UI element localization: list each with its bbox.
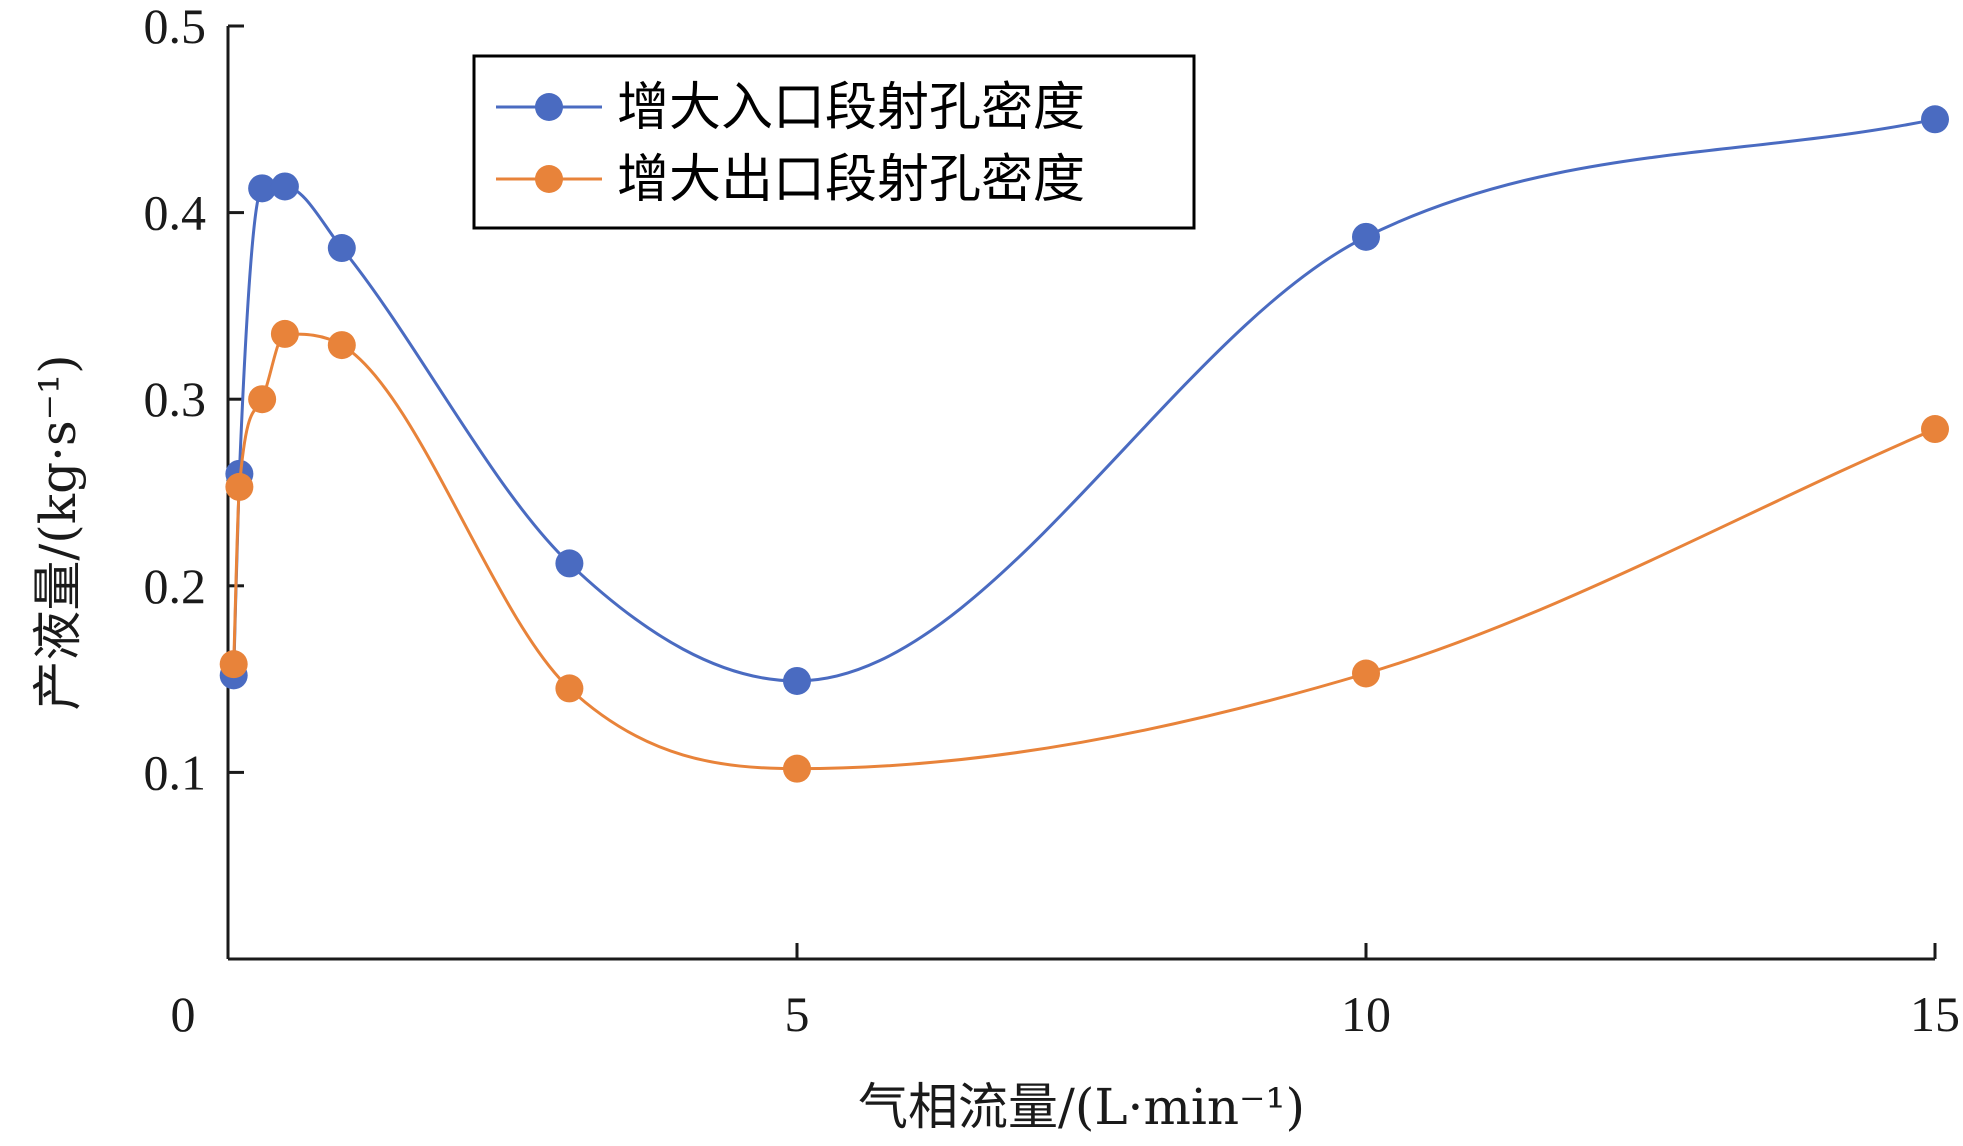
data-point [248, 174, 277, 203]
y-axis-title: 产液量/(kg·s⁻¹) [29, 354, 87, 710]
data-point [1352, 659, 1380, 688]
axes: 0.1 0.2 0.3 0.4 0.5 0 5 10 15 [144, 0, 1961, 1042]
data-point [783, 666, 811, 695]
data-point [327, 331, 356, 360]
data-point [248, 385, 277, 414]
legend-box [472, 54, 1196, 230]
x-tick-label: 5 [785, 986, 810, 1042]
y-tick-label: 0.5 [144, 0, 207, 54]
x-ticks: 0 5 10 15 [171, 943, 1960, 1042]
y-tick-label: 0.3 [144, 371, 207, 427]
x-tick-label: 15 [1910, 986, 1960, 1042]
legend-label: 增大入口段射孔密度 [617, 78, 1085, 138]
legend-entry-inlet: 增大入口段射孔密度 [496, 78, 1085, 138]
series-1 [219, 319, 1949, 783]
x-axis-title: 气相流量/(L·min⁻¹) [858, 1078, 1305, 1136]
data-point [327, 234, 356, 263]
data-point [225, 472, 254, 501]
y-tick-label: 0.1 [144, 744, 207, 800]
data-point [270, 319, 299, 348]
x-tick-label: 10 [1341, 986, 1391, 1042]
data-point [1921, 105, 1949, 134]
legend-swatch-marker [535, 165, 563, 193]
data-point [270, 172, 299, 201]
series-layer [219, 105, 1949, 783]
legend-entry-outlet: 增大出口段射孔密度 [496, 150, 1085, 210]
data-point [219, 650, 248, 679]
data-point [555, 549, 584, 578]
data-point [555, 674, 584, 703]
legend-swatch-marker [535, 93, 563, 121]
y-ticks: 0.1 0.2 0.3 0.4 0.5 [144, 0, 244, 800]
series-line [232, 332, 1936, 771]
x-tick-label: 0 [171, 986, 196, 1042]
legend: 增大入口段射孔密度 增大出口段射孔密度 [472, 54, 1196, 230]
data-point [1921, 415, 1949, 444]
y-tick-label: 0.4 [144, 185, 207, 241]
legend-label: 增大出口段射孔密度 [617, 150, 1085, 210]
y-tick-label: 0.2 [144, 558, 207, 614]
data-point [783, 754, 811, 783]
data-point [1352, 222, 1380, 251]
